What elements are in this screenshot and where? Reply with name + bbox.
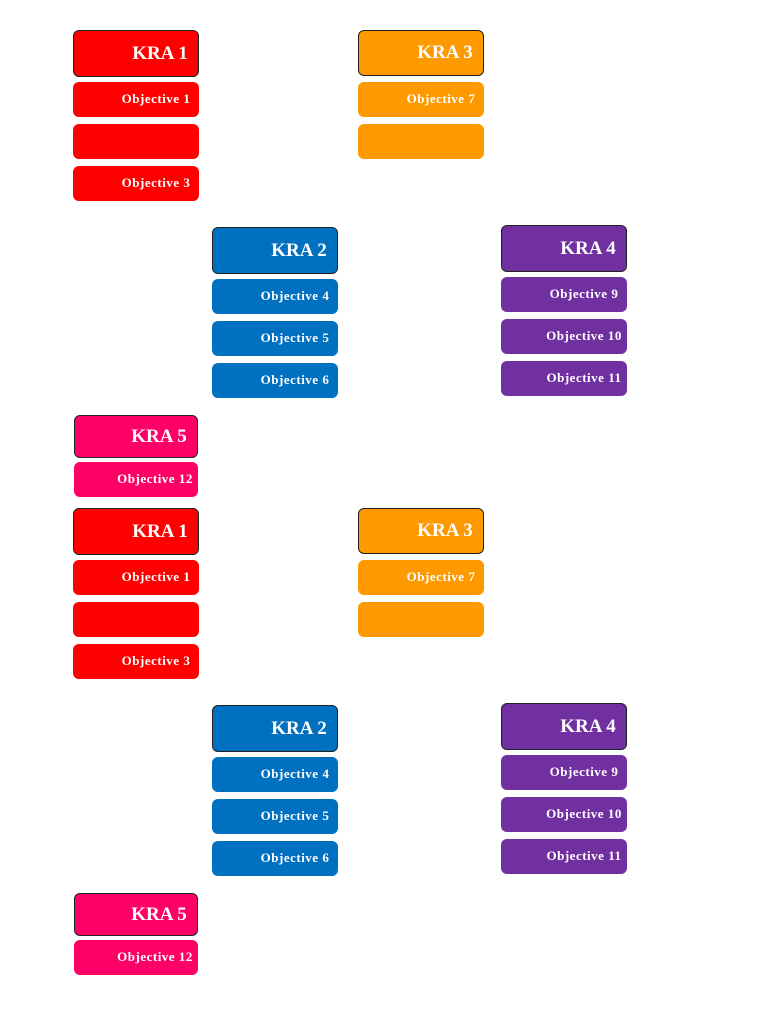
objective [358,602,484,637]
objective-label: Objective 5 [260,808,330,824]
objective: Objective 7 [358,560,484,595]
objective-label: Objective 9 [549,286,619,302]
kra-header-label: KRA 1 [132,42,188,64]
objective [358,124,484,159]
objective: Objective 1 [73,82,199,117]
objective: Objective 4 [212,279,338,314]
objective-label: Objective 1 [121,91,191,107]
kra-header-label: KRA 4 [560,715,616,737]
objective-label: Objective 1 [121,569,191,585]
kra-header: KRA 3 [358,30,484,76]
objective-label: Objective 6 [260,372,330,388]
kra-header-label: KRA 5 [131,903,187,925]
objective-label: Objective 4 [260,766,330,782]
objective [73,124,199,159]
objective: Objective 12 [74,940,198,975]
objective-label: Objective 6 [260,850,330,866]
objective: Objective 3 [73,166,199,201]
objective: Objective 6 [212,841,338,876]
kra-header-label: KRA 3 [417,520,473,542]
kra-header-label: KRA 3 [417,42,473,64]
objective-label: Objective 12 [117,471,193,487]
objective-label: Objective 10 [546,328,622,344]
objective-label: Objective 10 [546,806,622,822]
objective: Objective 11 [501,361,627,396]
objective: Objective 10 [501,797,627,832]
objective: Objective 5 [212,799,338,834]
kra-header: KRA 1 [73,30,199,77]
kra-header: KRA 2 [212,227,338,274]
objective: Objective 1 [73,560,199,595]
objective: Objective 11 [501,839,627,874]
kra-header: KRA 5 [74,893,198,936]
kra-header: KRA 4 [501,225,627,272]
kra-header: KRA 5 [74,415,198,458]
objective-label: Objective 5 [260,330,330,346]
objective-label: Objective 11 [546,848,622,864]
kra-header: KRA 4 [501,703,627,750]
objective-label: Objective 12 [117,949,193,965]
objective: Objective 9 [501,755,627,790]
objective: Objective 3 [73,644,199,679]
kra-header-label: KRA 5 [131,425,187,447]
kra-header-label: KRA 2 [271,239,327,261]
objective: Objective 10 [501,319,627,354]
objective-label: Objective 4 [260,288,330,304]
objective-label: Objective 7 [406,91,476,107]
objective-label: Objective 3 [121,653,191,669]
objective-label: Objective 7 [406,569,476,585]
objective: Objective 9 [501,277,627,312]
objective [73,602,199,637]
objective: Objective 12 [74,462,198,497]
kra-header-label: KRA 1 [132,520,188,542]
kra-header-label: KRA 2 [271,717,327,739]
objective-label: Objective 11 [546,370,622,386]
kra-header-label: KRA 4 [560,237,616,259]
kra-header: KRA 1 [73,508,199,555]
objective: Objective 7 [358,82,484,117]
objective: Objective 5 [212,321,338,356]
objective-label: Objective 9 [549,764,619,780]
objective-label: Objective 3 [121,175,191,191]
kra-header: KRA 3 [358,508,484,554]
kra-header: KRA 2 [212,705,338,752]
objective: Objective 6 [212,363,338,398]
objective: Objective 4 [212,757,338,792]
